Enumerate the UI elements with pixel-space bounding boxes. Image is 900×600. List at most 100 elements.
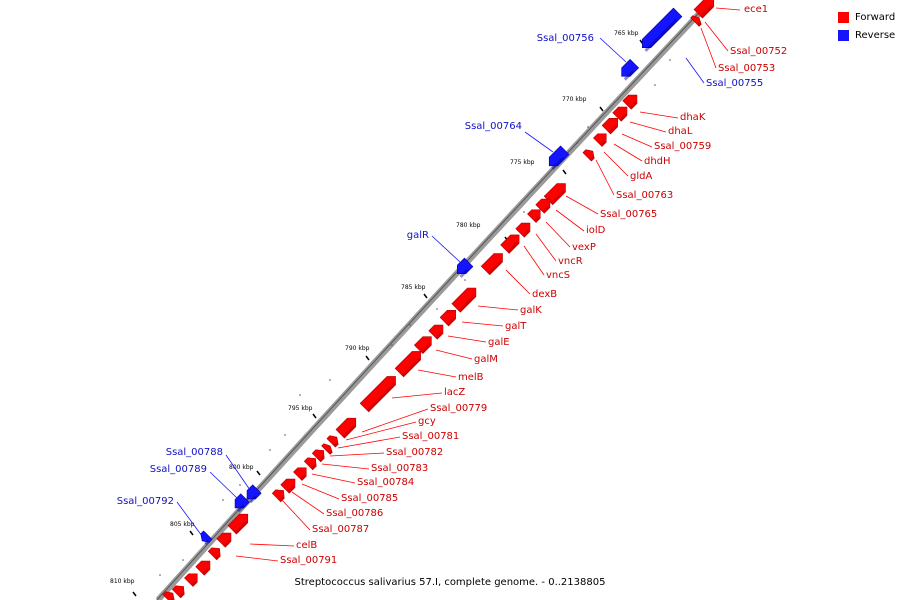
leader-line xyxy=(209,471,238,499)
leader-line xyxy=(524,131,554,153)
gene-label: Ssal_00764 xyxy=(465,121,522,132)
gene-shade xyxy=(366,382,396,412)
scale-tick xyxy=(423,293,428,299)
gene-body xyxy=(227,513,249,535)
forward-gene-arrow xyxy=(527,209,541,223)
gene-shade xyxy=(487,259,503,275)
gene-shade xyxy=(249,495,257,504)
forward-gene-arrow xyxy=(622,94,638,110)
leader-line xyxy=(321,463,370,470)
leader-line xyxy=(391,392,443,399)
gene-shade xyxy=(599,140,607,147)
gene-body xyxy=(593,133,607,147)
forward-gene-arrow xyxy=(195,560,211,576)
leader-line xyxy=(447,335,487,343)
gene-label: gldA xyxy=(630,171,652,182)
leader-line xyxy=(337,436,401,449)
gene-body xyxy=(527,209,541,223)
scale-tick xyxy=(312,413,317,419)
minor-tick xyxy=(464,279,466,281)
gene-label: galT xyxy=(505,321,527,332)
gene-shade xyxy=(299,474,307,481)
gene-body xyxy=(693,0,715,19)
gene-shade xyxy=(533,216,541,223)
leader-line xyxy=(603,151,629,177)
gene-label: Ssal_00783 xyxy=(371,463,428,474)
gene-shade xyxy=(278,496,285,502)
gene-shade xyxy=(401,357,421,377)
forward-gene-arrow xyxy=(359,376,396,413)
forward-gene-arrow xyxy=(690,15,702,27)
gene-body xyxy=(326,435,339,448)
minor-tick xyxy=(669,59,671,61)
forward-gene-arrow xyxy=(535,198,551,214)
gene-shade xyxy=(287,485,295,494)
forward-gene-arrow xyxy=(582,149,595,162)
forward-gene-arrow xyxy=(311,449,325,463)
reverse-gene-arrow xyxy=(642,7,683,52)
scale-tick-label: 810 kbp xyxy=(110,578,135,585)
gene-label: Ssal_00786 xyxy=(326,508,383,519)
gene-shade xyxy=(178,592,185,598)
scale-tick xyxy=(599,106,604,112)
gene-body xyxy=(582,149,595,162)
gene-shade xyxy=(202,567,210,576)
gene-shade xyxy=(619,113,627,122)
leader-line xyxy=(361,408,429,433)
reverse-gene-arrow xyxy=(621,58,640,81)
gene-label: dexB xyxy=(532,289,557,300)
gene-label: Ssal_00779 xyxy=(430,403,487,414)
forward-gene-arrow xyxy=(216,532,232,548)
gene-body xyxy=(271,489,285,503)
minor-tick xyxy=(182,559,184,561)
gene-body xyxy=(439,310,456,327)
leader-line xyxy=(704,21,729,52)
gene-shade xyxy=(310,464,317,470)
gene-shade xyxy=(542,205,550,214)
gene-body xyxy=(162,591,175,600)
gene-shade xyxy=(589,156,595,162)
gene-label: dhaL xyxy=(668,126,693,137)
leader-line xyxy=(225,454,251,491)
scale-tick-label: 795 kbp xyxy=(288,405,313,412)
leader-line xyxy=(461,321,504,327)
forward-gene-arrow xyxy=(184,573,198,587)
gene-label: dhdH xyxy=(644,156,671,167)
gene-body xyxy=(303,457,317,471)
minor-tick xyxy=(159,574,161,576)
gene-label: vncR xyxy=(558,256,583,267)
gene-label: galR xyxy=(407,230,429,241)
leader-line xyxy=(176,501,203,537)
gene-shade xyxy=(333,442,339,448)
leader-line xyxy=(329,452,385,457)
minor-tick xyxy=(269,449,271,451)
gene-body xyxy=(234,493,250,509)
gene-label: lacZ xyxy=(444,387,465,398)
gene-label: Ssal_00753 xyxy=(718,63,775,74)
minor-tick xyxy=(409,324,411,326)
forward-gene-arrow xyxy=(335,417,357,439)
gene-body xyxy=(457,257,474,274)
minor-tick xyxy=(222,499,224,501)
forward-gene-arrow xyxy=(500,234,520,254)
forward-gene-arrow xyxy=(394,351,421,378)
scale-tick-label: 770 kbp xyxy=(562,96,587,103)
gene-body xyxy=(548,145,570,167)
forward-gene-arrow xyxy=(693,0,715,19)
gene-label: celB xyxy=(296,540,317,551)
forward-gene-arrow xyxy=(303,457,317,471)
reverse-gene-arrow xyxy=(246,484,262,504)
gene-body xyxy=(500,234,520,254)
leader-line xyxy=(545,221,571,248)
gene-label: Ssal_00791 xyxy=(280,555,337,566)
gene-body xyxy=(621,58,640,77)
leader-line xyxy=(311,473,356,484)
gene-label: Ssal_00789 xyxy=(150,464,207,475)
gene-shade xyxy=(214,554,221,560)
leader-line xyxy=(565,195,599,215)
gene-body xyxy=(246,484,262,500)
gene-label: gcy xyxy=(418,416,436,427)
reverse-gene-arrow xyxy=(548,145,570,171)
leader-line xyxy=(235,555,279,562)
gene-body xyxy=(171,585,185,599)
